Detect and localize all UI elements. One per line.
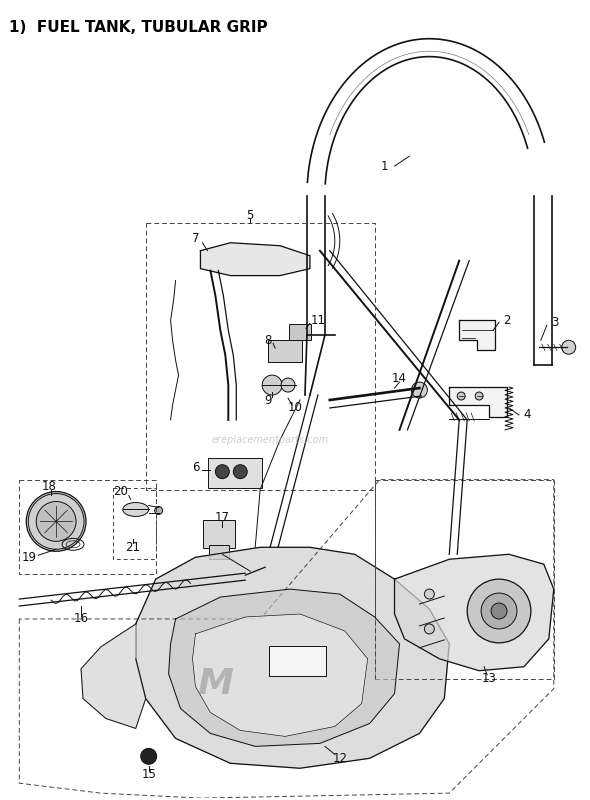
Text: 12: 12 bbox=[332, 752, 348, 765]
Circle shape bbox=[233, 465, 247, 478]
Polygon shape bbox=[201, 242, 310, 275]
Circle shape bbox=[424, 589, 434, 599]
Circle shape bbox=[281, 378, 295, 392]
Polygon shape bbox=[192, 614, 368, 737]
Circle shape bbox=[155, 506, 163, 514]
Polygon shape bbox=[449, 387, 507, 417]
Circle shape bbox=[27, 491, 86, 551]
Polygon shape bbox=[459, 320, 495, 350]
Circle shape bbox=[215, 465, 230, 478]
Text: 15: 15 bbox=[141, 768, 156, 781]
Text: 11: 11 bbox=[310, 314, 326, 327]
Text: 21: 21 bbox=[125, 541, 140, 554]
Text: 18: 18 bbox=[42, 480, 57, 493]
Text: 9: 9 bbox=[264, 394, 272, 406]
Text: 1: 1 bbox=[381, 160, 388, 173]
Polygon shape bbox=[395, 554, 554, 670]
Text: 17: 17 bbox=[215, 511, 230, 524]
FancyBboxPatch shape bbox=[208, 458, 262, 487]
Ellipse shape bbox=[123, 502, 149, 517]
Polygon shape bbox=[81, 624, 146, 729]
FancyBboxPatch shape bbox=[269, 646, 326, 676]
Text: M: M bbox=[198, 666, 234, 701]
Polygon shape bbox=[136, 547, 449, 768]
Circle shape bbox=[467, 579, 531, 643]
Text: 5: 5 bbox=[247, 210, 254, 222]
Circle shape bbox=[262, 375, 282, 395]
Text: ereplacementparts.com: ereplacementparts.com bbox=[212, 435, 329, 445]
Circle shape bbox=[481, 593, 517, 629]
Text: 8: 8 bbox=[264, 334, 272, 346]
Polygon shape bbox=[169, 589, 399, 746]
Text: 13: 13 bbox=[481, 672, 497, 685]
FancyBboxPatch shape bbox=[209, 546, 230, 559]
Text: 3: 3 bbox=[551, 316, 559, 329]
Text: 1)  FUEL TANK, TUBULAR GRIP: 1) FUEL TANK, TUBULAR GRIP bbox=[9, 20, 268, 34]
Text: 2: 2 bbox=[503, 314, 511, 327]
Circle shape bbox=[141, 748, 157, 764]
Circle shape bbox=[562, 340, 576, 354]
FancyBboxPatch shape bbox=[289, 324, 311, 340]
Circle shape bbox=[491, 603, 507, 619]
Text: 20: 20 bbox=[113, 485, 128, 498]
Circle shape bbox=[475, 392, 483, 400]
Circle shape bbox=[457, 392, 465, 400]
Text: 14: 14 bbox=[392, 372, 407, 385]
FancyBboxPatch shape bbox=[204, 521, 235, 548]
Text: 6: 6 bbox=[192, 461, 199, 474]
Text: 4: 4 bbox=[523, 409, 530, 422]
Text: 19: 19 bbox=[22, 550, 37, 564]
FancyBboxPatch shape bbox=[268, 340, 302, 362]
Text: 10: 10 bbox=[287, 402, 303, 414]
Circle shape bbox=[36, 502, 76, 542]
Circle shape bbox=[424, 624, 434, 634]
Text: 16: 16 bbox=[74, 613, 88, 626]
Text: 7: 7 bbox=[192, 232, 199, 246]
Circle shape bbox=[411, 382, 427, 398]
